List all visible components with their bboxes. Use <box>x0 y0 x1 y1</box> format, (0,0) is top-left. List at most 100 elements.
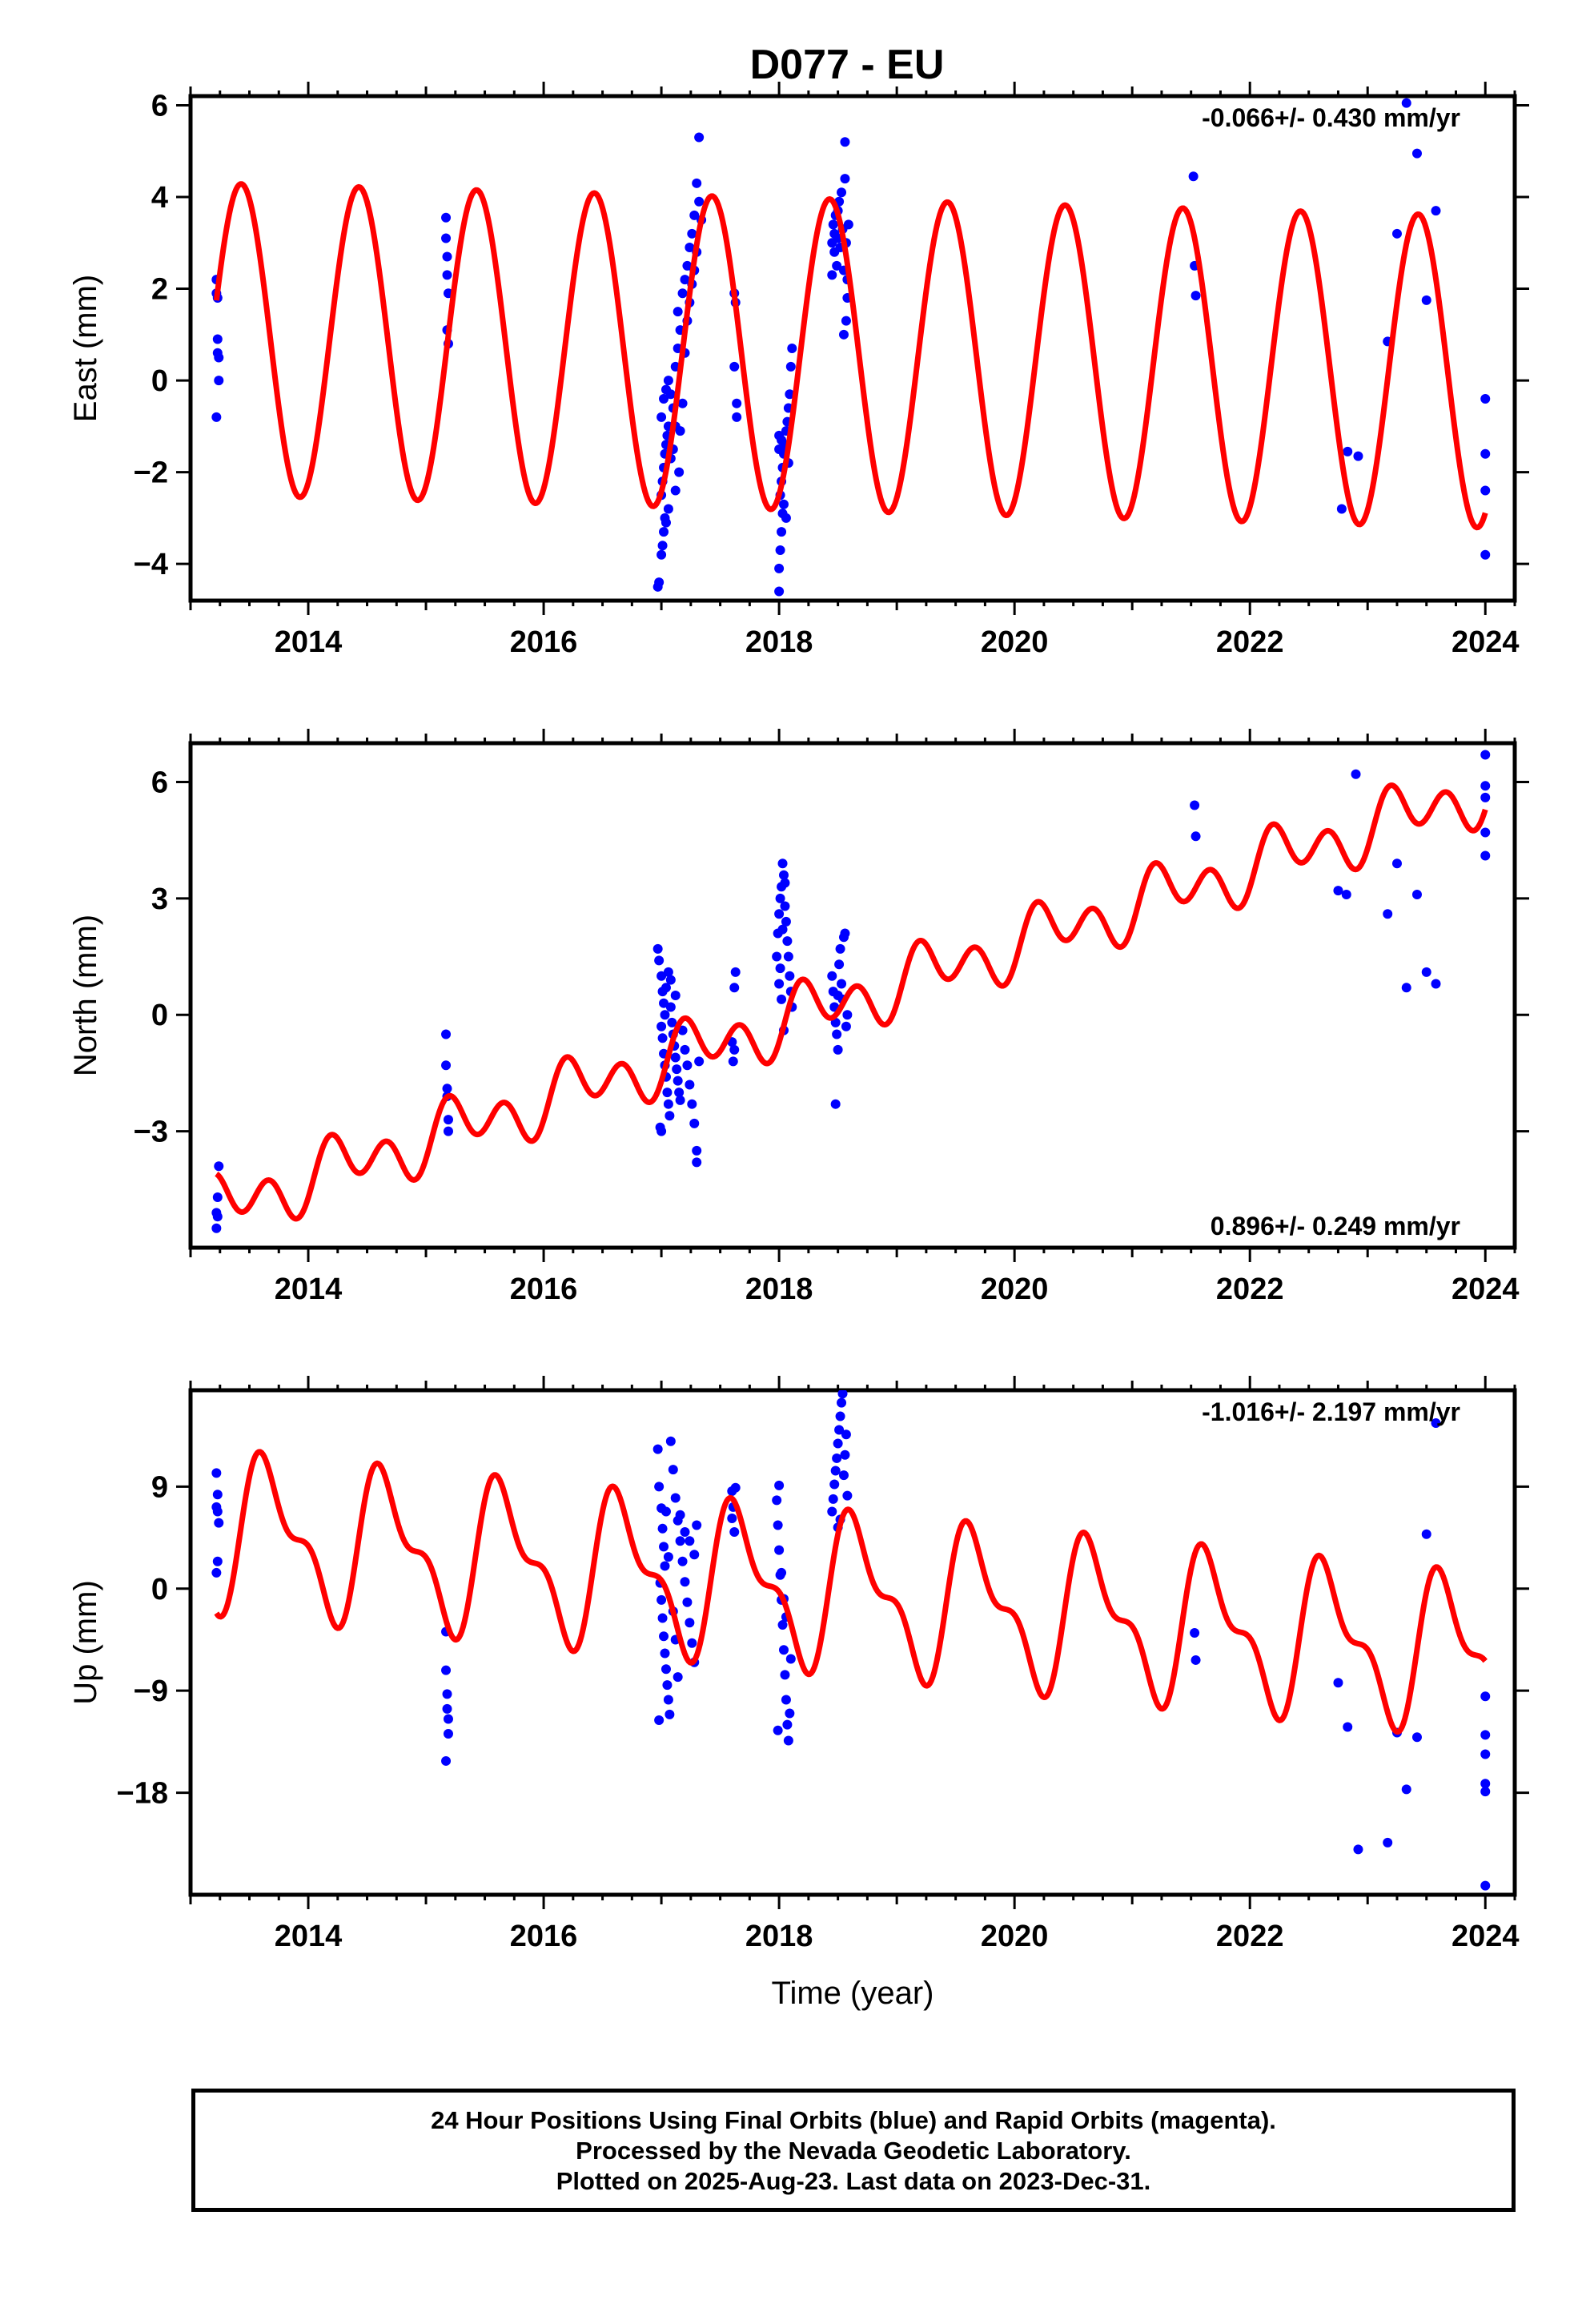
east-frame <box>188 94 1517 603</box>
up-data-point <box>729 1526 740 1537</box>
up-data-point <box>830 1466 841 1476</box>
north-xtick-label: 2016 <box>510 1273 578 1306</box>
up-data-point <box>730 1482 741 1493</box>
up-ytick-label: −9 <box>134 1675 168 1708</box>
east-data-point <box>1188 171 1199 182</box>
up-data-point <box>785 1654 796 1664</box>
north-data-point <box>833 991 843 1000</box>
north-xtick-label: 2018 <box>745 1273 813 1306</box>
up-ytick-label: 0 <box>151 1573 168 1606</box>
up-frame <box>188 1388 1517 1897</box>
east-data-point <box>663 504 673 514</box>
east-data-point <box>214 376 224 386</box>
north-data-point <box>842 1010 853 1020</box>
east-data-point <box>785 361 796 372</box>
east-xtick-label: 2016 <box>510 625 578 659</box>
north-ytick-label: −3 <box>134 1116 168 1149</box>
east-data-point <box>680 275 690 285</box>
up-data-point <box>827 1506 837 1517</box>
east-xtick-label: 2014 <box>275 625 343 659</box>
north-data-point <box>832 1029 842 1039</box>
footer-box: 24 Hour Positions Using Final Orbits (bl… <box>191 2089 1516 2212</box>
up-data-point <box>834 1425 845 1435</box>
north-data-layer <box>211 750 1491 1233</box>
north-data-point <box>775 893 785 903</box>
up-data-point <box>777 1567 787 1578</box>
up-data-point <box>774 1480 785 1490</box>
up-data-point <box>838 1470 849 1481</box>
up-data-point <box>659 1542 669 1552</box>
up-data-point <box>727 1513 737 1523</box>
up-data-point <box>675 1536 685 1546</box>
north-ytick-label: 3 <box>151 883 168 916</box>
up-data-point <box>828 1494 838 1504</box>
east-data-point <box>657 541 668 551</box>
north-data-point <box>212 1192 223 1202</box>
up-xtick-label: 2024 <box>1452 1920 1520 1953</box>
north-panel: 2014 2016 2018 2020 2022 2024 −3 0 3 6 North (mm) 0… <box>68 729 1529 1306</box>
north-data-point <box>442 1084 452 1094</box>
up-data-layer <box>211 1390 1491 1891</box>
east-data-point <box>665 389 676 400</box>
east-ytick-label: 0 <box>151 364 168 398</box>
up-data-point <box>443 1714 453 1724</box>
north-data-point <box>656 1021 667 1031</box>
north-data-point <box>781 916 791 927</box>
east-data-point <box>1480 485 1491 496</box>
north-data-point <box>840 928 850 939</box>
east-ytick-label: 6 <box>151 89 168 123</box>
north-model-curve <box>215 782 1488 1222</box>
up-data-point <box>211 1567 222 1578</box>
up-data-point <box>680 1526 690 1537</box>
north-data-point <box>780 901 790 911</box>
up-data-point <box>211 1468 222 1478</box>
north-data-point <box>1333 886 1343 896</box>
up-data-point <box>1480 1779 1491 1789</box>
east-data-point <box>777 435 787 445</box>
up-data-point <box>685 1618 695 1628</box>
up-data-point <box>656 1594 667 1605</box>
up-data-point <box>832 1453 842 1463</box>
north-data-point <box>777 994 787 1004</box>
up-data-point <box>654 1715 665 1725</box>
east-data-point <box>677 288 688 299</box>
north-xtick-label: 2020 <box>981 1273 1049 1306</box>
north-data-point <box>665 1111 675 1121</box>
up-data-point <box>673 1672 683 1683</box>
up-data-point <box>652 1444 663 1454</box>
north-data-point <box>689 1118 700 1128</box>
up-data-point <box>663 1695 673 1705</box>
up-data-point <box>1383 1837 1393 1848</box>
north-data-point <box>212 1212 223 1222</box>
east-data-point <box>656 549 667 560</box>
up-data-point <box>1411 1732 1422 1743</box>
north-data-point <box>656 1126 667 1136</box>
up-xlabel: Time (year) <box>772 1976 934 2011</box>
north-data-point <box>1341 890 1351 899</box>
north-data-point <box>692 1157 702 1168</box>
north-data-point <box>663 1099 673 1109</box>
up-data-point <box>1401 1784 1411 1795</box>
north-data-point <box>443 1126 453 1136</box>
east-data-point <box>1431 206 1441 216</box>
up-data-point <box>1480 1880 1491 1891</box>
up-data-point <box>842 1490 853 1501</box>
up-xtick-label: 2014 <box>275 1920 343 1953</box>
north-data-point <box>837 979 847 989</box>
north-data-point <box>1480 750 1491 760</box>
east-data-point <box>841 316 851 326</box>
north-data-point <box>682 1060 693 1071</box>
north-xtick-label: 2014 <box>275 1273 343 1306</box>
north-data-point <box>665 975 676 985</box>
up-data-point <box>782 1719 793 1730</box>
up-data-point <box>841 1429 851 1440</box>
up-data-point <box>677 1556 688 1566</box>
east-data-point <box>1353 451 1363 461</box>
east-data-point <box>827 270 837 280</box>
up-data-point <box>682 1597 693 1607</box>
east-data-point <box>777 527 787 537</box>
north-data-point <box>841 1021 851 1031</box>
up-xtick-label: 2022 <box>1216 1920 1284 1953</box>
east-data-point <box>694 196 705 207</box>
north-data-point <box>1351 769 1361 779</box>
